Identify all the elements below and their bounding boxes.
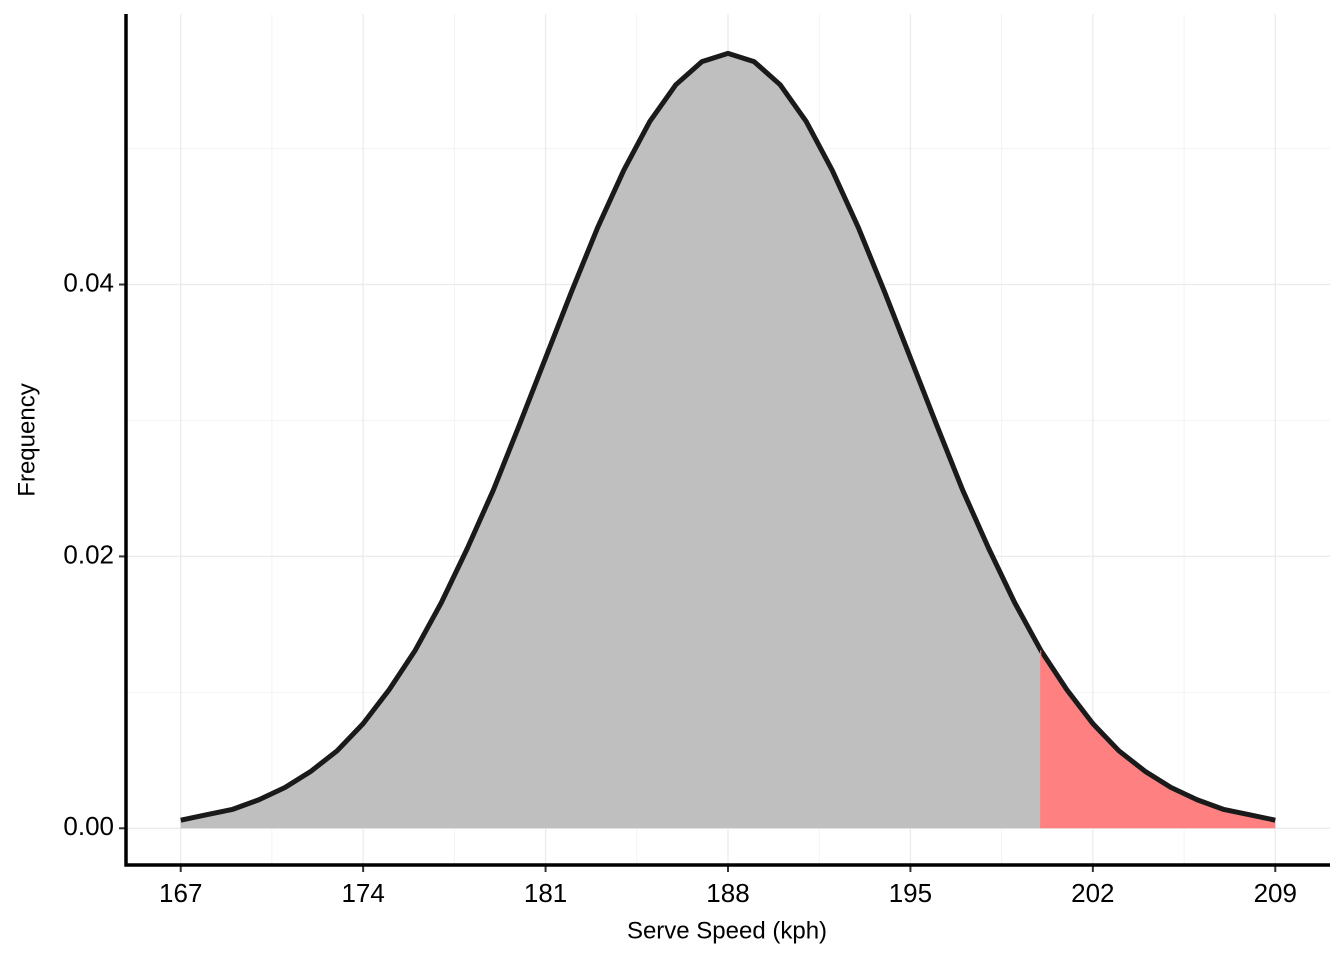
area <box>180 53 1041 829</box>
y-tick-label: 0.02 <box>63 539 114 569</box>
x-tick-label: 174 <box>341 878 384 908</box>
highlight-area <box>1040 650 1276 829</box>
curve <box>180 50 1276 823</box>
x-tick-label: 167 <box>159 878 202 908</box>
y-axis-title: Frequency <box>13 383 40 496</box>
x-tick-label: 195 <box>889 878 932 908</box>
x-axis-title: Serve Speed (kph) <box>627 917 827 944</box>
x-tick-label: 209 <box>1254 878 1297 908</box>
y-tick-label: 0.00 <box>63 811 114 841</box>
y-tick-label: 0.04 <box>63 267 114 297</box>
x-tick-label: 188 <box>706 878 749 908</box>
x-tick-label: 202 <box>1071 878 1114 908</box>
x-tick-label: 181 <box>524 878 567 908</box>
